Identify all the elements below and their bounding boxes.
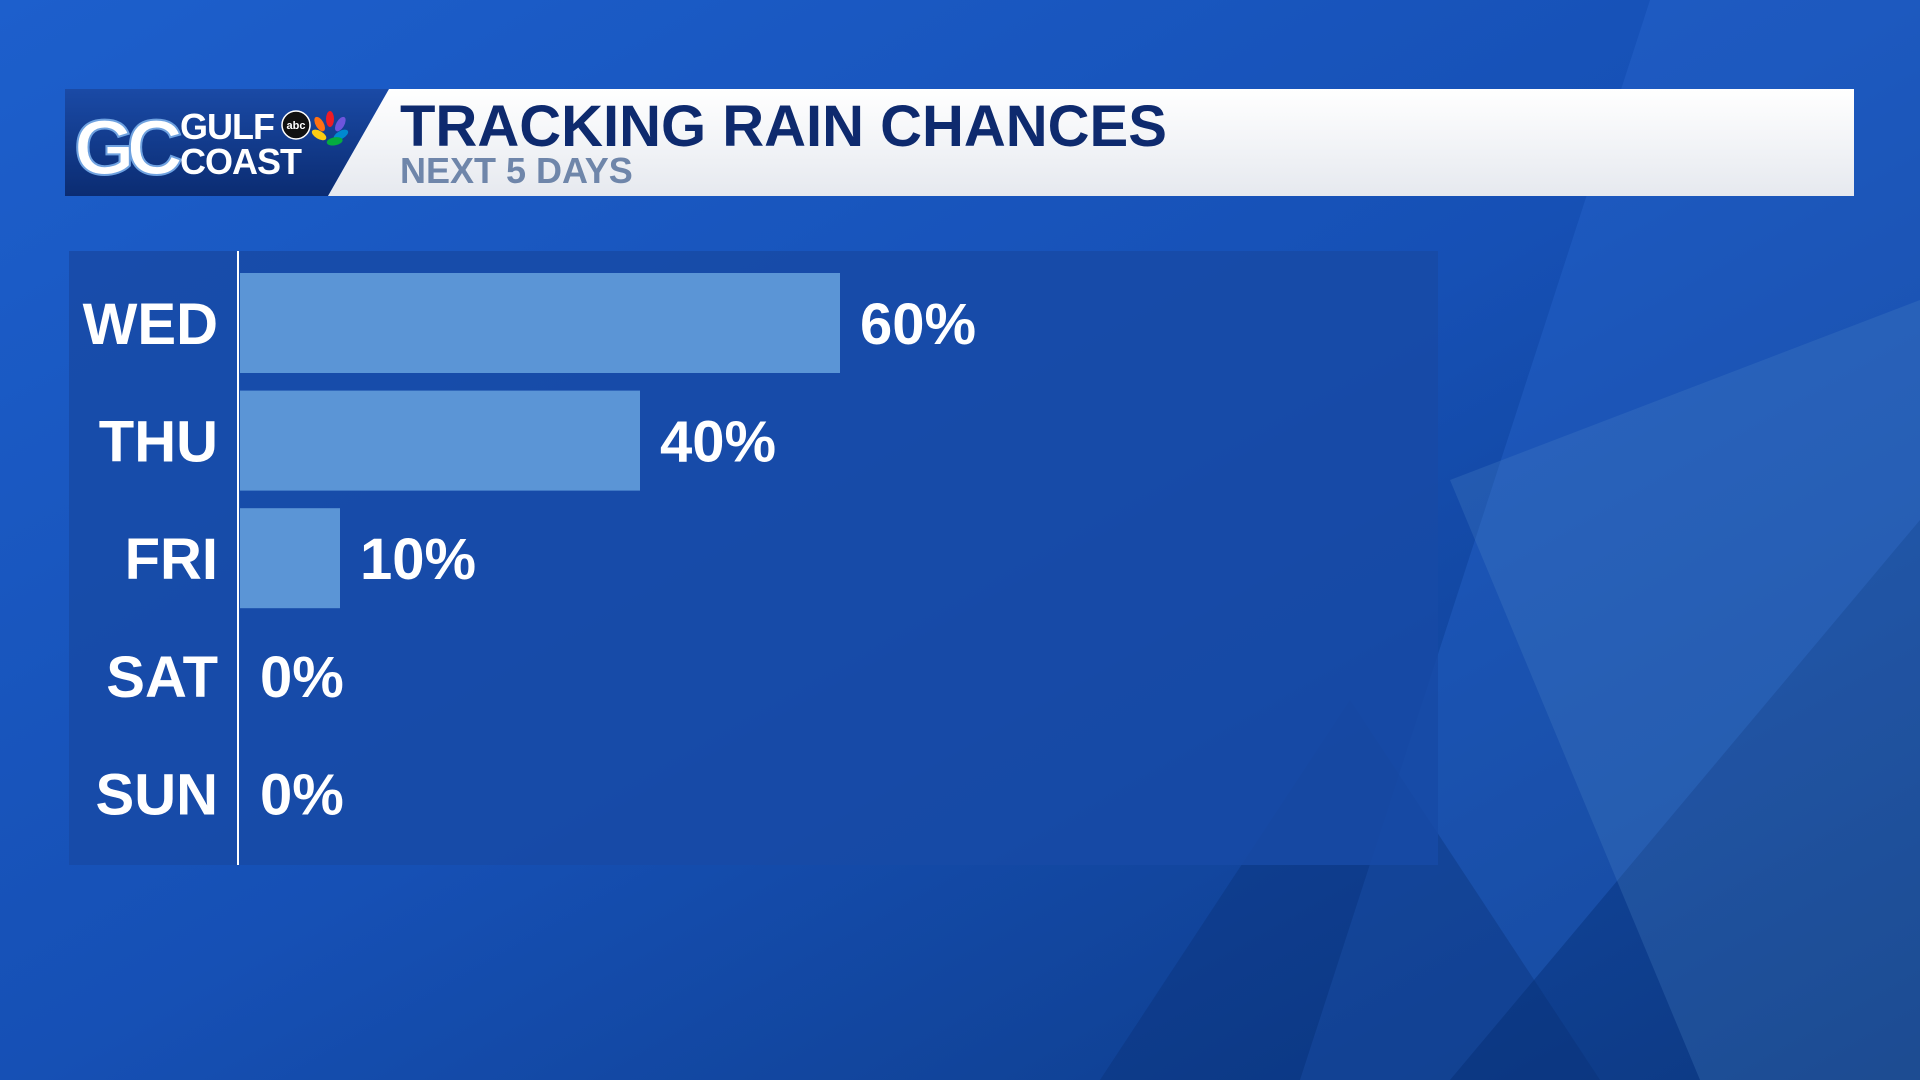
peacock-logo — [311, 111, 349, 146]
value-label: 0% — [260, 645, 344, 710]
header-bar — [328, 89, 1854, 196]
logo-text: GULF — [180, 106, 274, 147]
y-tick-label: SUN — [96, 762, 218, 827]
y-tick-label: FRI — [125, 527, 218, 592]
network-logo — [281, 110, 311, 140]
chart-title: TRACKING RAIN CHANCES — [400, 94, 1167, 159]
value-label: 0% — [260, 762, 344, 827]
y-tick-label: SAT — [106, 645, 218, 710]
logo-panel — [65, 89, 389, 196]
background-shape — [1300, 0, 1920, 1080]
bar — [240, 273, 840, 373]
value-label: 10% — [360, 527, 476, 592]
background-shape — [1100, 700, 1600, 1080]
logo-text: COAST — [180, 141, 302, 182]
background-shape — [1450, 300, 1920, 1080]
y-tick-label: THU — [99, 410, 218, 475]
chart-subtitle: NEXT 5 DAYS — [400, 150, 633, 191]
bar — [240, 390, 640, 491]
logo-mark: GC — [74, 103, 182, 191]
value-label: 40% — [660, 410, 776, 475]
bar — [240, 508, 340, 609]
network-logo-text: abc — [287, 120, 306, 132]
value-label: 60% — [860, 292, 976, 357]
y-tick-label: WED — [83, 292, 218, 357]
